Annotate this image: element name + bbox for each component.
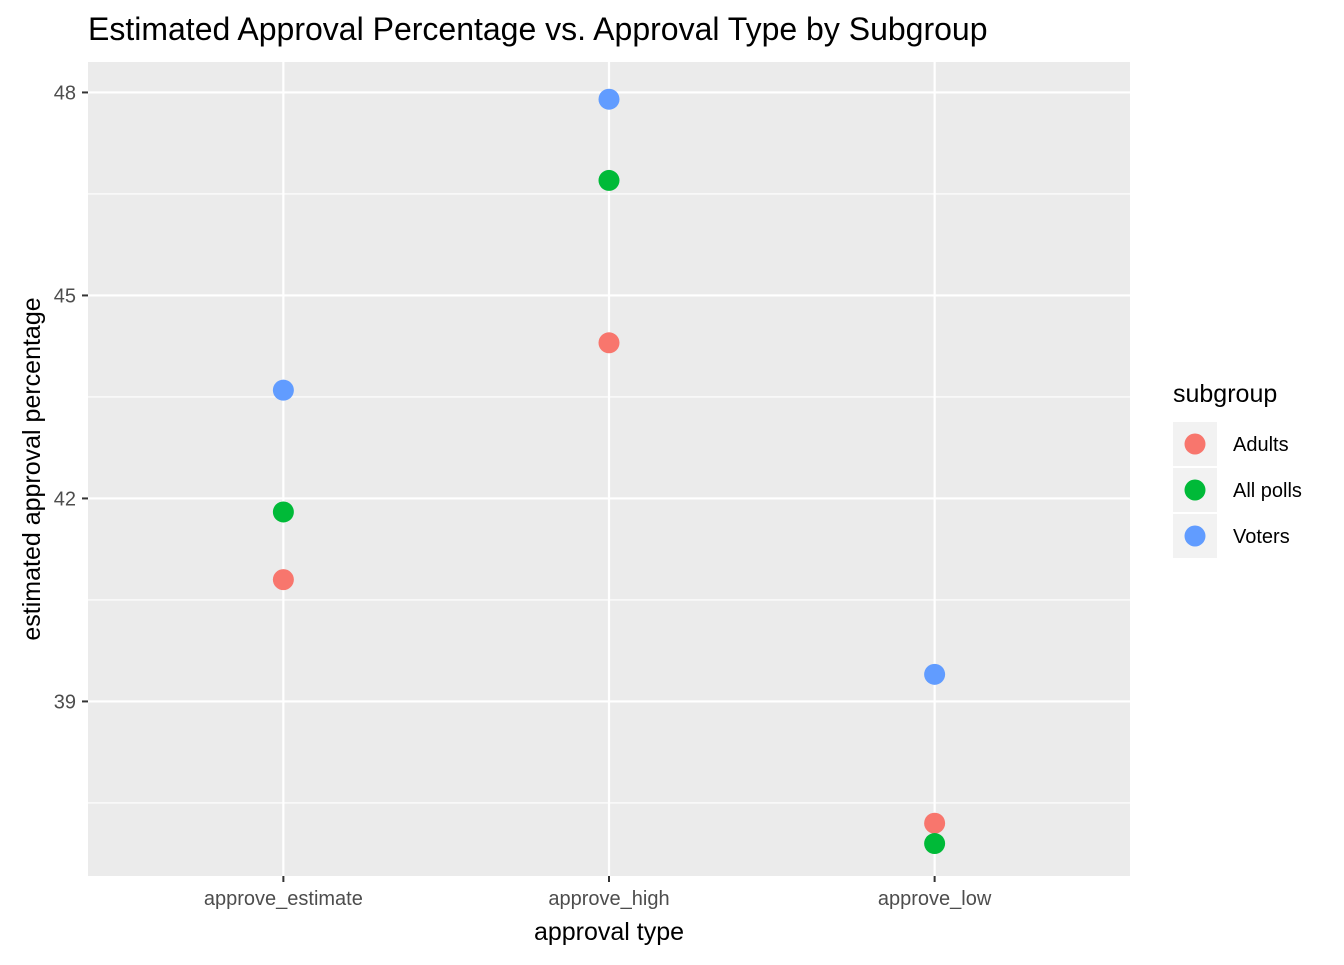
data-point-voters — [272, 379, 294, 401]
data-point-voters — [598, 88, 620, 110]
legend-label: Voters — [1233, 526, 1290, 548]
data-point-adults — [272, 569, 294, 591]
data-point-all-polls — [598, 169, 620, 191]
legend-title: subgroup — [1173, 380, 1277, 408]
legend: subgroup Adults All polls Voters — [1173, 380, 1302, 558]
y-tick-label: 48 — [54, 82, 76, 104]
legend-label: Adults — [1233, 434, 1289, 456]
x-tick-label: approve_low — [878, 888, 992, 910]
y-axis-title: estimated approval percentage — [18, 297, 46, 640]
x-tick-label: approve_high — [548, 888, 669, 910]
y-axis: 39 42 45 48 — [54, 82, 88, 713]
y-tick-label: 42 — [54, 488, 76, 510]
legend-label: All polls — [1233, 480, 1302, 502]
y-tick-label: 39 — [54, 691, 76, 713]
legend-marker — [1184, 479, 1206, 501]
data-point-adults — [598, 332, 620, 354]
chart-title: Estimated Approval Percentage vs. Approv… — [88, 11, 988, 47]
legend-items: Adults All polls Voters — [1173, 422, 1302, 558]
data-points — [272, 88, 946, 855]
legend-marker — [1184, 433, 1206, 455]
x-axis-title: approval type — [534, 918, 684, 946]
x-tick-label: approve_estimate — [204, 888, 363, 910]
y-tick-label: 45 — [54, 285, 76, 307]
legend-marker — [1184, 525, 1206, 547]
grid-lines — [88, 62, 1130, 876]
x-axis: approve_estimate approve_high approve_low — [204, 876, 992, 910]
data-point-adults — [924, 812, 946, 834]
data-point-all-polls — [924, 833, 946, 855]
data-point-voters — [924, 663, 946, 685]
data-point-all-polls — [272, 501, 294, 523]
